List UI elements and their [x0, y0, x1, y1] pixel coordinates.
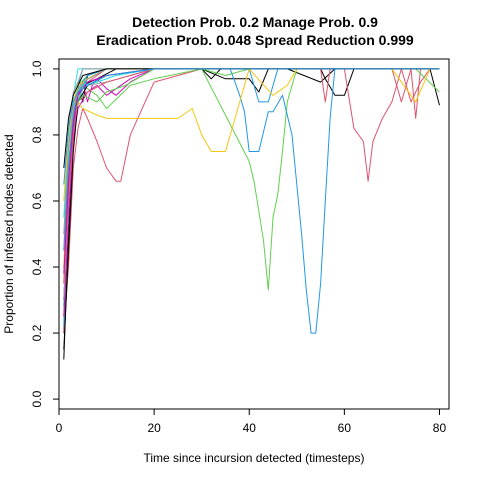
x-tick-label: 80: [433, 421, 447, 435]
y-tick-label: 0.2: [30, 324, 44, 341]
y-axis: 0.0 0.2 0.4 0.6 0.8 1.0: [30, 60, 60, 407]
series-line-10: [63, 68, 440, 301]
series-line-15: [63, 68, 440, 251]
x-tick-label: 40: [243, 421, 257, 435]
series-line-17: [63, 68, 440, 350]
series-line-2: [63, 68, 440, 334]
series-line-4: [63, 68, 440, 317]
series-line-7: [63, 68, 440, 334]
y-tick-label: 0.0: [30, 390, 44, 407]
y-tick-label: 1.0: [30, 60, 44, 77]
y-tick-label: 0.4: [30, 258, 44, 275]
series-line-6: [63, 68, 440, 284]
x-axis: 0 20 40 60 80: [56, 408, 447, 435]
series-line-5: [63, 68, 440, 301]
y-tick-label: 0.8: [30, 126, 44, 143]
chart-title-line-2: Eradication Prob. 0.048 Spread Reduction…: [96, 32, 414, 48]
x-axis-title: Time since incursion detected (timesteps…: [144, 451, 365, 465]
series-line-12: [63, 68, 440, 317]
series-line-9: [63, 68, 440, 268]
x-tick-label: 60: [338, 421, 352, 435]
series-line-3: [63, 68, 440, 334]
plot-frame: [58, 58, 450, 410]
chart-title-line-1: Detection Prob. 0.2 Manage Prob. 0.9: [132, 14, 378, 30]
y-axis-title: Proportion of infested nodes detected: [2, 134, 16, 333]
series-line-26: [63, 68, 440, 185]
y-tick-label: 0.6: [30, 192, 44, 209]
series-line-11: [63, 68, 440, 301]
x-tick-label: 20: [147, 421, 161, 435]
series-layer: [63, 68, 440, 360]
series-line-18: [63, 68, 440, 284]
series-line-1: [63, 68, 440, 360]
series-line-20: [63, 68, 440, 251]
series-line-8: [63, 68, 440, 327]
x-tick-label: 0: [56, 421, 63, 435]
series-line-14: [63, 68, 440, 268]
series-line-13: [63, 68, 440, 284]
series-line-16: [63, 68, 440, 301]
